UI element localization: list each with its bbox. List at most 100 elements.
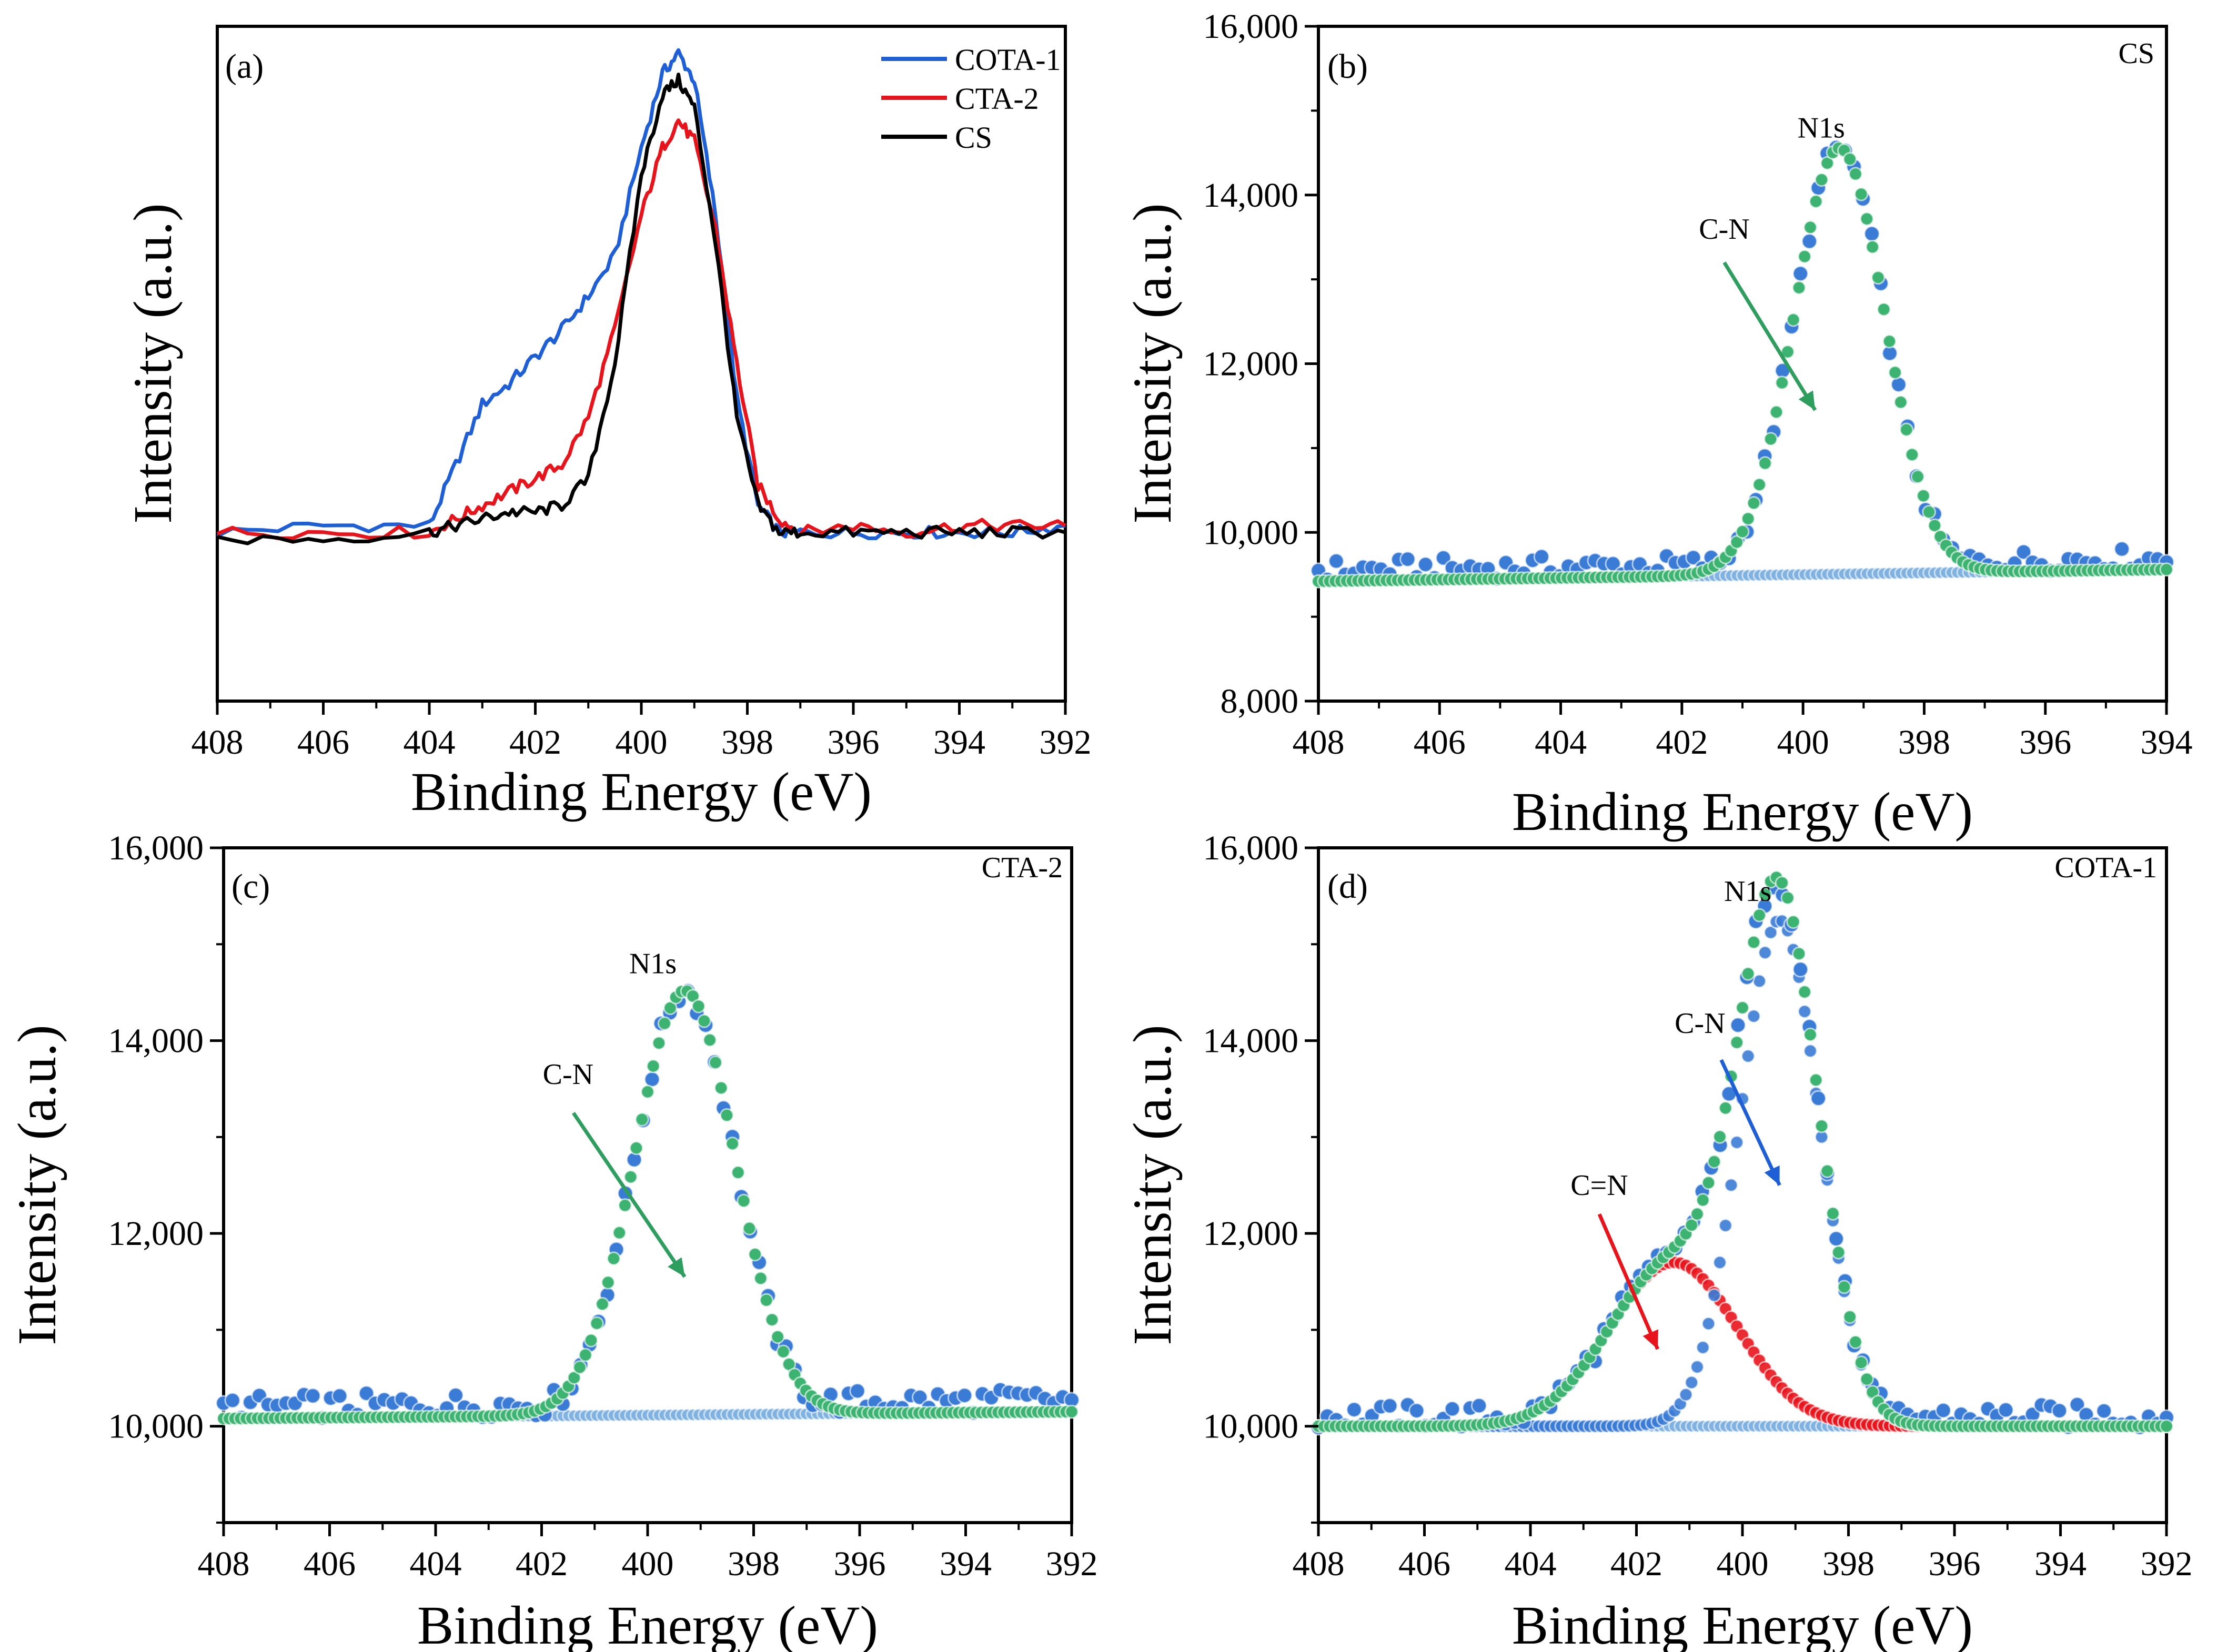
fit-envelope-point	[708, 1055, 723, 1070]
cn-component-point	[1758, 945, 1772, 960]
cn-component-point	[1763, 925, 1778, 940]
raw-data-point	[956, 1387, 973, 1404]
x-tick-label: 394	[940, 1545, 992, 1583]
cn-component-point	[1797, 1004, 1812, 1019]
fit-envelope-point	[714, 1081, 729, 1095]
x-tick-label: 400	[622, 1545, 674, 1583]
y-tick-label: 16,000	[1203, 829, 1299, 867]
fit-envelope-point	[1696, 1193, 1710, 1208]
raw-data-point	[849, 1383, 866, 1400]
fit-envelope-point	[584, 1333, 598, 1347]
cn-component-point	[1712, 1255, 1727, 1270]
fit-envelope-point	[1877, 302, 1891, 317]
annotation-arrow	[1719, 1059, 1781, 1186]
panel-d-x-axis-title: Binding Energy (eV)	[1512, 1595, 1973, 1652]
raw-data-point	[2095, 1403, 2112, 1420]
panel-d-sample-label: COTA-1	[2054, 852, 2157, 884]
raw-data-point	[1935, 1402, 1952, 1419]
fit-envelope-point	[720, 1108, 734, 1122]
fit-envelope-point	[646, 1059, 661, 1073]
fit-envelope-point	[1904, 447, 1919, 462]
fit-envelope-point	[1797, 985, 1812, 999]
x-tick-label: 406	[1398, 1545, 1450, 1583]
fit-envelope-point	[1888, 365, 1902, 380]
legend-label-cs: CS	[955, 120, 992, 155]
fit-envelope-point	[1854, 187, 1869, 201]
panel-a-series	[216, 48, 1066, 545]
raw-data-point	[1863, 226, 1880, 242]
fit-envelope-point	[595, 1297, 610, 1311]
panel-a-frame	[216, 25, 1067, 703]
x-tick-label: 398	[721, 723, 773, 762]
legend: COTA-1 CTA-2 CS	[881, 43, 1061, 155]
panel-b-annotations: N1s C-N	[1699, 112, 1845, 411]
raw-data-point	[1730, 1017, 1746, 1033]
raw-data-point	[1685, 549, 1702, 566]
raw-data-point	[1399, 551, 1416, 567]
fit-envelope-point	[640, 1085, 655, 1099]
fit-envelope-point	[737, 1193, 751, 1208]
raw-data-point	[1828, 1230, 1845, 1247]
annotation-arrow	[572, 1112, 687, 1278]
raw-data-point	[2051, 1402, 2068, 1419]
fit-envelope-point	[1763, 432, 1778, 447]
fit-envelope-point	[1815, 173, 1829, 187]
fit-envelope-point	[1707, 1154, 1721, 1169]
x-tick-label: 400	[616, 723, 668, 762]
raw-data-point	[1801, 233, 1818, 250]
fit-envelope-point	[1758, 887, 1772, 902]
raw-data-point	[447, 1387, 464, 1404]
fit-envelope-point	[1837, 1280, 1851, 1294]
fit-envelope-point	[764, 1312, 779, 1327]
series-line-cs	[217, 73, 1066, 545]
y-tick-label: 14,000	[108, 1022, 204, 1060]
x-tick-label: 398	[1822, 1545, 1875, 1583]
y-tick-label: 10,000	[108, 1407, 204, 1446]
panel-a-x-axis-title: Binding Energy (eV)	[411, 762, 872, 822]
x-tick-label: 394	[2141, 723, 2193, 762]
cn-component-point	[1684, 1375, 1699, 1390]
panel-a-label: (a)	[225, 47, 264, 86]
fit-envelope-point	[697, 1014, 711, 1028]
annotation-n1s: N1s	[629, 947, 677, 980]
annotation-arrowhead	[668, 1257, 685, 1277]
cn-component-point	[1707, 1288, 1721, 1303]
raw-data-point	[1810, 1090, 1827, 1107]
fit-envelope-point	[1854, 1355, 1869, 1370]
raw-data-point	[1346, 1401, 1363, 1418]
annotation-c-n: C-N	[1675, 1007, 1725, 1040]
raw-data-point	[1382, 1397, 1398, 1414]
annotation-n1s: N1s	[1798, 112, 1845, 145]
cn-component-point	[1729, 1135, 1744, 1150]
panel-b-points	[1310, 139, 2175, 589]
fit-envelope-point	[572, 1360, 587, 1375]
x-tick-label: 406	[297, 723, 349, 762]
fit-envelope-point	[753, 1271, 768, 1285]
fit-envelope-point	[1922, 505, 1937, 519]
fit-envelope-point	[629, 1141, 643, 1156]
fit-envelope-point	[1809, 194, 1823, 209]
raw-data-point	[305, 1387, 321, 1404]
fit-envelope-point	[1775, 376, 1789, 390]
fit-envelope-point	[1752, 478, 1767, 492]
x-tick-label: 404	[1505, 1545, 1557, 1583]
fit-envelope-point	[1735, 1000, 1750, 1015]
fit-envelope-point	[748, 1247, 762, 1262]
fit-envelope-point	[1842, 152, 1857, 167]
fit-envelope-point	[702, 1032, 717, 1047]
fit-envelope-point	[1792, 946, 1806, 961]
annotation-arrowhead	[1764, 1165, 1780, 1185]
fit-envelope-point	[612, 1225, 627, 1240]
raw-data-point	[1444, 1401, 1460, 1417]
x-tick-label: 392	[2141, 1545, 2193, 1583]
raw-data-point	[224, 1392, 241, 1409]
raw-data-point	[2069, 1396, 2085, 1413]
fit-envelope-point	[1792, 280, 1806, 295]
x-tick-label: 396	[2019, 723, 2071, 762]
panel-d-label: (d)	[1327, 867, 1368, 906]
fit-envelope-point	[776, 1344, 791, 1359]
panel-c-x-axis-title: Binding Energy (eV)	[417, 1595, 878, 1652]
fit-envelope-point	[1797, 249, 1812, 264]
fit-envelope-point	[1747, 935, 1761, 949]
fit-envelope-point	[1775, 876, 1789, 890]
